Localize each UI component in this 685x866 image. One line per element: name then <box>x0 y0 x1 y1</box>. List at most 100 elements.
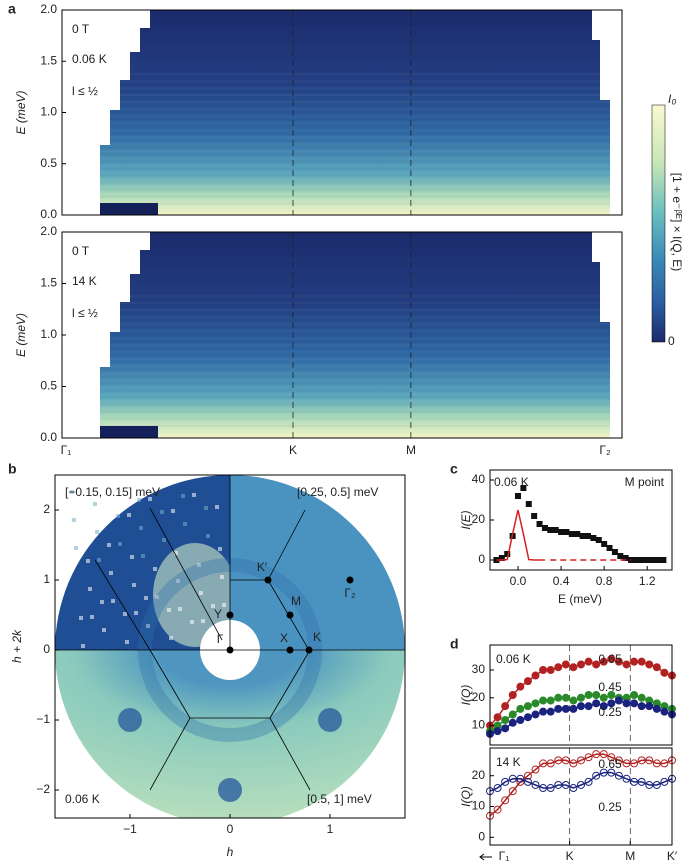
heatmap-stripe <box>62 140 622 142</box>
annotation: [0.5, 1] meV <box>307 792 372 806</box>
data-point <box>614 771 623 780</box>
x-tick-label: 1 <box>327 822 334 836</box>
data-point <box>630 777 639 786</box>
y-tick-label: 0.0 <box>40 207 57 221</box>
heatmap-stripe <box>62 306 622 308</box>
map-speckle <box>146 624 150 628</box>
heatmap-stripe <box>62 203 622 205</box>
data-point <box>630 691 639 699</box>
x-tick-label: 1.2 <box>639 574 656 588</box>
data-point <box>599 750 608 759</box>
map-speckle <box>107 543 111 547</box>
heatmap <box>62 232 622 438</box>
point-label: M <box>291 594 301 608</box>
heatmap-stripe <box>62 425 622 427</box>
series-label: 0.65 <box>598 757 622 771</box>
heatmap-stripe <box>62 175 622 177</box>
panel-label: d <box>450 636 459 652</box>
data-point <box>523 702 532 711</box>
map-peak <box>118 708 142 732</box>
x-tick-label: K <box>289 443 297 457</box>
heatmap-stripe <box>62 299 622 301</box>
heatmap-stripe <box>62 365 622 367</box>
data-point <box>508 787 517 796</box>
annotation: M point <box>625 475 665 489</box>
map-speckle <box>148 497 152 501</box>
y-tick-label: 0.5 <box>40 379 57 393</box>
heatmap-stripe <box>62 112 622 114</box>
plot-frame <box>489 747 673 846</box>
heatmap-stripe <box>62 185 622 187</box>
map-speckle <box>181 494 185 498</box>
heatmap-stripe <box>62 168 622 170</box>
map-speckle <box>206 534 210 538</box>
data-point <box>554 756 563 765</box>
heatmap-stripe <box>62 84 622 86</box>
heatmap-stripe <box>62 411 622 413</box>
data-point <box>516 716 525 724</box>
annotation: 0 T <box>72 22 90 36</box>
data-point <box>516 704 525 713</box>
y-axis-label: I(Q) <box>459 786 473 807</box>
data-point <box>584 702 593 711</box>
data-point <box>516 774 525 783</box>
colorbar-min-label: 0 <box>668 334 675 348</box>
empty-region <box>592 10 622 215</box>
y-tick-label: 0 <box>43 642 50 656</box>
series-label: 0.65 <box>598 652 622 666</box>
annotation: l ≤ ½ <box>72 306 98 320</box>
map-peak <box>318 708 342 732</box>
data-point <box>531 765 540 774</box>
data-point <box>493 713 502 722</box>
data-point <box>660 668 669 677</box>
data-point <box>622 555 629 561</box>
data-point <box>660 557 667 563</box>
heatmap-stripe <box>62 157 622 159</box>
map-peak <box>218 778 242 802</box>
series-line <box>496 509 545 561</box>
data-point <box>561 704 570 713</box>
data-point <box>649 557 656 563</box>
data-point <box>630 699 639 708</box>
data-point <box>546 696 555 705</box>
data-point <box>531 513 538 519</box>
heatmap-stripe <box>62 199 622 201</box>
data-point <box>607 753 616 762</box>
map-speckle <box>211 604 215 608</box>
annotation: 14 K <box>72 274 97 288</box>
heatmap-stripe <box>62 126 622 128</box>
heatmap-stripe <box>62 348 622 350</box>
heatmap-stripe <box>62 351 622 353</box>
map-speckle <box>190 620 194 624</box>
heatmap-stripe <box>62 400 622 402</box>
map-speckle <box>218 547 222 551</box>
y-tick-label: 1.5 <box>40 53 57 67</box>
data-point <box>569 704 578 713</box>
data-point <box>531 710 540 719</box>
y-tick-label: 1.5 <box>40 276 57 290</box>
y-tick-label: 20 <box>472 512 486 526</box>
data-point <box>523 713 532 722</box>
map-speckle <box>169 636 173 640</box>
data-point <box>645 660 654 669</box>
data-point <box>523 777 532 786</box>
data-point <box>577 780 585 789</box>
data-point <box>520 485 527 491</box>
heatmap-stripe <box>62 178 622 180</box>
map-speckle <box>222 603 226 607</box>
map-speckle <box>185 550 189 554</box>
point-label: K′ <box>257 560 268 574</box>
map-speckle <box>109 571 113 575</box>
heatmap-stripe <box>62 407 622 409</box>
arrow <box>479 853 492 861</box>
x-tick-label: 0.8 <box>596 574 613 588</box>
x-tick-label: K <box>566 849 574 863</box>
data-point <box>599 768 608 777</box>
data-point <box>547 527 554 533</box>
zone-line <box>94 559 151 651</box>
map-speckle <box>74 546 78 550</box>
annotation: 0.06 K <box>494 475 529 489</box>
map-speckle <box>130 555 134 559</box>
data-point <box>638 557 645 563</box>
y-axis-label: I(Q) <box>459 685 473 706</box>
